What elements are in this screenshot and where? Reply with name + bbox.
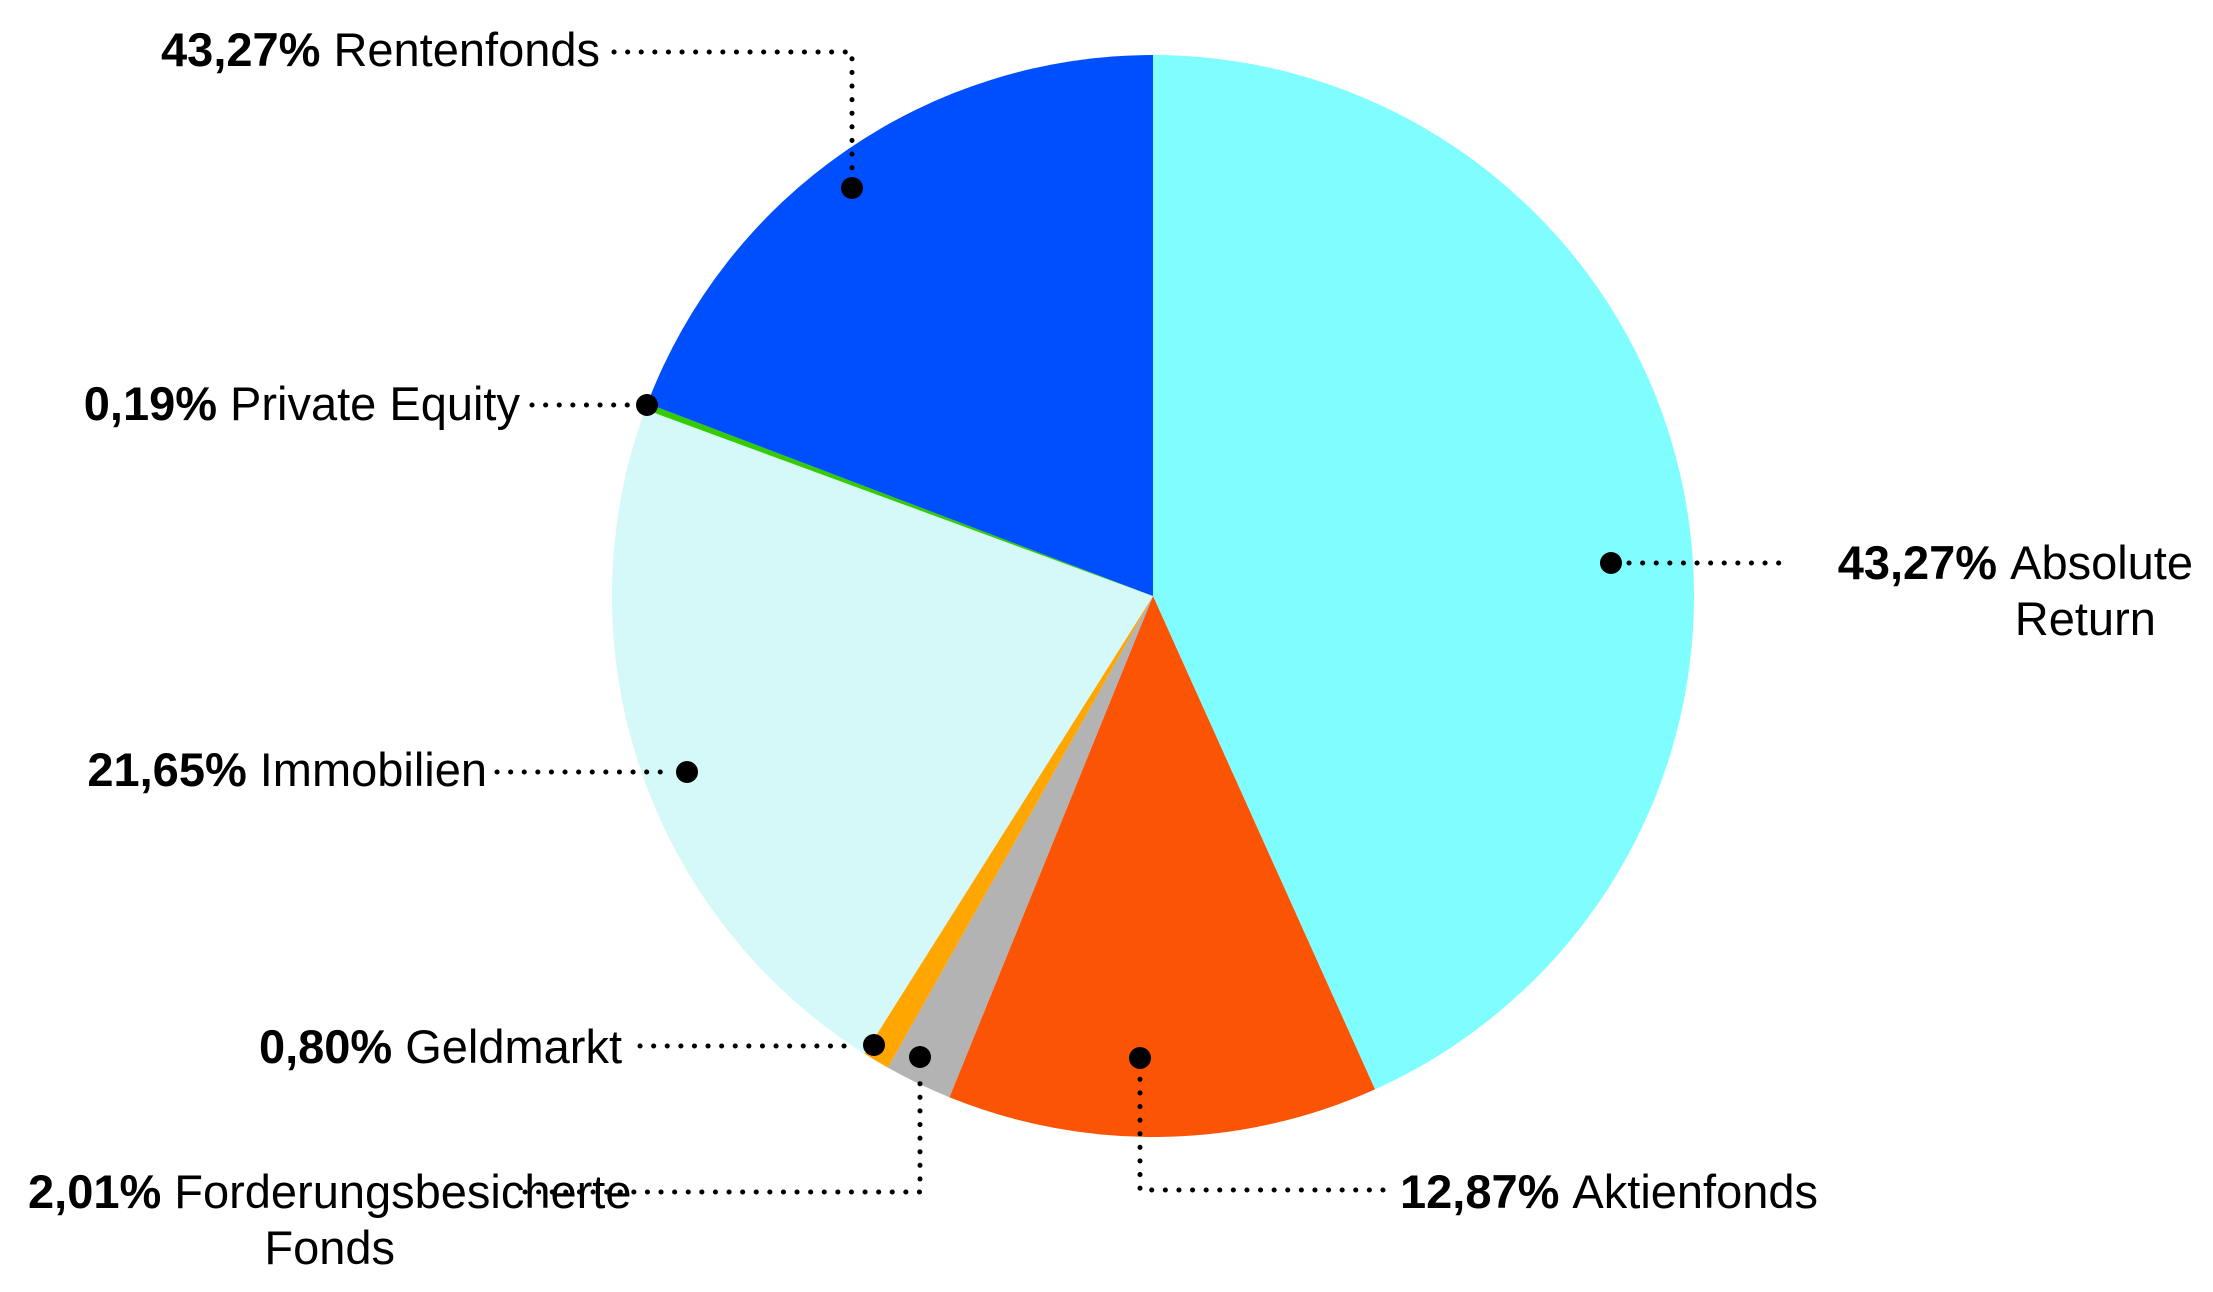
slice-percent-absolute-return: 43,27% <box>1837 536 1998 589</box>
slice-name-absolute-return-line2: Return <box>2014 592 2156 645</box>
slice-percent-private-equity: 0,19% <box>83 377 218 430</box>
slice-name-forderungsbesicherte-fonds-line2: Fonds <box>264 1221 396 1274</box>
slice-name-aktienfonds: Aktienfonds <box>1572 1165 1819 1218</box>
slice-label-aktienfonds: 12,87% Aktienfonds <box>1400 1164 1818 1220</box>
slice-percent-rentenfonds: 43,27% <box>161 23 321 76</box>
leader-dot-forderungsbesicherte-fonds <box>909 1046 931 1068</box>
leader-dot-rentenfonds <box>841 177 863 199</box>
slice-forderungsbesicherte-fonds <box>887 596 1153 1098</box>
slice-name-private-equity: Private Equity <box>230 377 520 430</box>
slice-private-equity <box>645 403 1153 596</box>
leader-line-aktienfonds <box>1137 1073 1386 1193</box>
leader-line-rentenfonds <box>611 49 855 173</box>
slice-absolute-return <box>1153 55 1695 1090</box>
slice-label-rentenfonds: 43,27% Rentenfonds <box>161 22 600 78</box>
slice-label-forderungsbesicherte-fonds: 2,01% Forderungsbesicherte Fonds <box>28 1164 631 1276</box>
slice-percent-forderungsbesicherte-fonds: 2,01% <box>28 1165 162 1218</box>
leader-dot-immobilien <box>676 761 698 783</box>
leader-dot-geldmarkt <box>863 1034 885 1056</box>
leader-dot-absolute-return <box>1600 552 1622 574</box>
slice-name-immobilien: Immobilien <box>259 743 487 796</box>
slice-percent-geldmarkt: 0,80% <box>258 1020 393 1073</box>
slice-aktienfonds <box>949 596 1376 1138</box>
slice-name-geldmarkt: Geldmarkt <box>405 1020 622 1073</box>
slice-label-private-equity: 0,19% Private Equity <box>84 376 520 432</box>
leader-dot-private-equity <box>636 394 658 416</box>
slice-label-immobilien: 21,65% Immobilien <box>87 742 487 798</box>
leader-line-forderungsbesicherte-fonds <box>522 1072 923 1195</box>
slice-immobilien <box>611 409 1153 1054</box>
slice-name-absolute-return: Absolute <box>2010 536 2193 589</box>
slice-percent-immobilien: 21,65% <box>87 743 247 796</box>
slice-label-geldmarkt: 0,80% Geldmarkt <box>259 1019 622 1075</box>
slice-name-forderungsbesicherte-fonds: Forderungsbesicherte <box>174 1165 632 1218</box>
slice-percent-aktienfonds: 12,87% <box>1400 1165 1560 1218</box>
slice-name-rentenfonds: Rentenfonds <box>333 23 600 76</box>
leader-dot-aktienfonds <box>1129 1047 1151 1069</box>
slice-rentenfonds <box>647 55 1153 596</box>
slice-label-absolute-return: 43,27% Absolute Return <box>1838 535 2193 647</box>
slice-geldmarkt <box>864 596 1153 1068</box>
